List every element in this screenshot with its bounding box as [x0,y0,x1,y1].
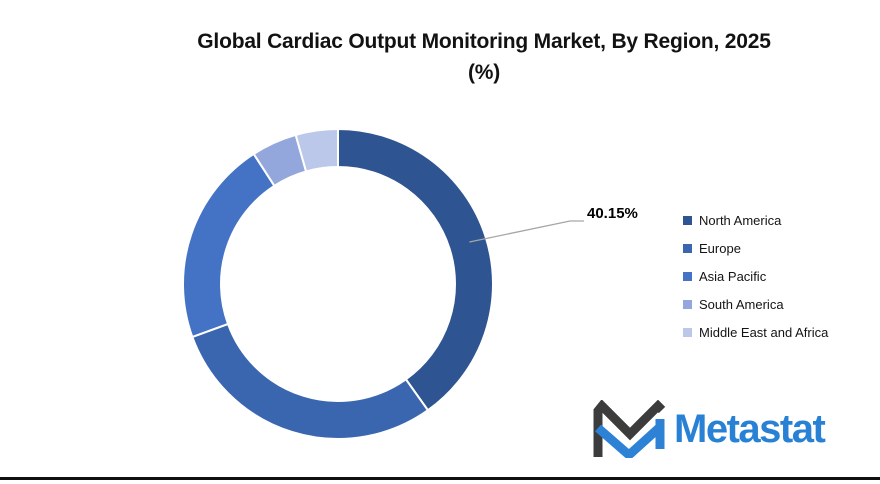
legend-marker-icon [683,215,692,225]
metastat-m-icon [593,400,666,458]
legend-item-asia-pacific: Asia Pacific [683,262,828,290]
donut-segment-asia-pacific [182,152,276,339]
donut-segment-middle-east-and-africa [294,127,339,173]
legend-item-europe: Europe [683,234,828,262]
legend-label: South America [699,296,784,312]
metastat-logo: Metastat [592,400,826,458]
donut-segment-europe [191,322,430,440]
metastat-m-blue-stroke [595,419,665,458]
legend-marker-icon [683,243,692,253]
legend-label: Europe [699,240,741,256]
legend-marker-icon [683,299,692,309]
chart-title-line1: Global Cardiac Output Monitoring Market,… [197,30,771,53]
chart-title-line2: (%) [467,61,501,84]
legend-label: Middle East and Africa [699,324,829,340]
legend-marker-icon [683,271,692,281]
legend-label: North America [699,212,782,228]
bottom-border-line [0,477,880,480]
legend-item-middle-east-and-africa: Middle East and Africa [683,318,828,346]
legend-item-north-america: North America [683,206,828,234]
donut-segment-north-america [337,127,494,412]
chart-legend: North America Europe Asia Pacific South Ame… [683,206,828,346]
legend-label: Asia Pacific [699,268,767,284]
metastat-logo-text: Metastat [674,407,826,451]
chart-title: Global Cardiac Output Monitoring Market,… [88,26,880,88]
legend-item-south-america: South America [683,290,828,318]
metastat-m-dark-stroke [593,400,666,457]
leader-line [469,220,584,243]
legend-marker-icon [683,327,692,337]
data-label-north-america: 40.15% [587,205,638,222]
